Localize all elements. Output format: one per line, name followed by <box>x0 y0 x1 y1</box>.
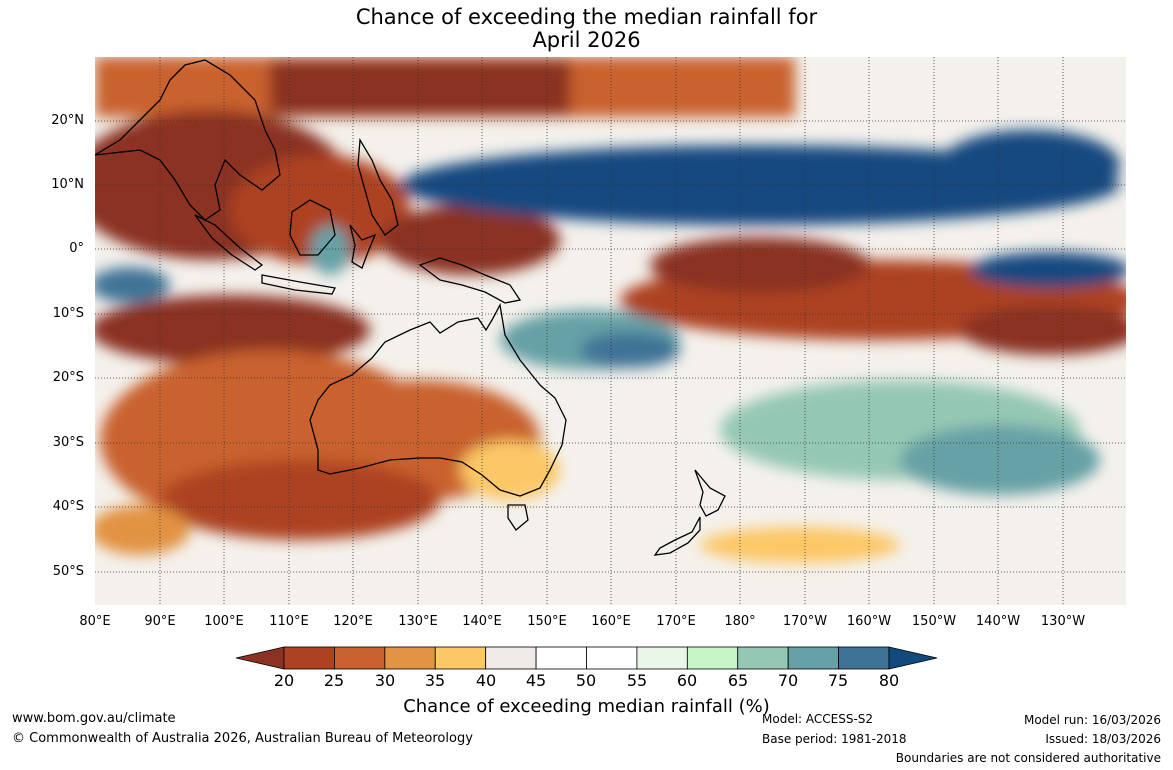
philippines-coastline <box>357 137 399 236</box>
colorbar-tick: 75 <box>827 671 849 690</box>
lat-label-50s: 50°S <box>52 564 84 579</box>
footer-base-period: Base period: 1981-2018 <box>762 732 907 746</box>
colorbar-title: Chance of exceeding median rainfall (%) <box>403 696 770 717</box>
borneo-coastline <box>289 199 336 256</box>
colorbar-swatch <box>434 646 487 670</box>
colorbar-tick: 65 <box>727 671 749 690</box>
java-coastline <box>261 274 336 295</box>
footer-model-run: Model run: 16/03/2026 <box>1023 713 1161 727</box>
lon-label-140e: 140°E <box>462 614 502 629</box>
colorbar-swatch <box>586 646 638 670</box>
colorbar-swatch <box>384 646 436 670</box>
lon-label-110e: 110°E <box>269 614 309 629</box>
colorbar <box>235 646 938 670</box>
lat-label-10n: 10°N <box>51 177 84 192</box>
colorbar-swatch <box>535 646 587 670</box>
australia-coastline <box>309 303 567 497</box>
footer-issued: Issued: 18/03/2026 <box>1045 732 1161 746</box>
colorbar-tick: 70 <box>777 671 799 690</box>
colorbar-swatch <box>737 646 789 670</box>
lon-label-90e: 90°E <box>144 614 176 629</box>
colorbar-swatch <box>283 646 335 670</box>
lon-label-80e: 80°E <box>79 614 111 629</box>
tasmania-coastline <box>507 504 529 531</box>
lon-label-100e: 100°E <box>204 614 244 629</box>
footer-url[interactable]: www.bom.gov.au/climate <box>12 711 176 726</box>
graticule <box>95 57 1126 605</box>
lon-label-120e: 120°E <box>333 614 373 629</box>
lon-label-170e: 170°E <box>656 614 696 629</box>
lat-label-20n: 20°N <box>51 113 84 128</box>
colorbar-tick: 30 <box>374 671 396 690</box>
colorbar-tick: 80 <box>878 671 900 690</box>
lon-label-180: 180° <box>724 614 756 629</box>
colorbar-over-arrow <box>888 646 938 670</box>
colorbar-swatch <box>334 646 386 670</box>
new-zealand-south-coastline <box>653 516 701 556</box>
lat-label-10s: 10°S <box>52 306 84 321</box>
asia-coastline <box>95 59 281 221</box>
lon-label-140w: 140°W <box>975 614 1021 629</box>
colorbar-swatch <box>787 646 839 670</box>
colorbar-swatch <box>636 646 688 670</box>
colorbar-tick: 20 <box>273 671 295 690</box>
colorbar-tick: 40 <box>475 671 497 690</box>
chart-title-line2: April 2026 <box>532 28 641 52</box>
colorbar-under-arrow <box>235 646 285 670</box>
lon-label-150w: 150°W <box>911 614 957 629</box>
lon-label-150e: 150°E <box>527 614 567 629</box>
colorbar-tick: 35 <box>424 671 446 690</box>
sumatra-coastline <box>194 214 264 271</box>
colorbar-tick: 25 <box>323 671 345 690</box>
lat-label-40s: 40°S <box>52 499 84 514</box>
lat-label-0: 0° <box>69 241 84 256</box>
lon-label-160w: 160°W <box>846 614 892 629</box>
colorbar-tick: 50 <box>575 671 597 690</box>
colorbar-swatch <box>485 646 537 670</box>
lat-label-20s: 20°S <box>52 370 84 385</box>
chart-title-line1: Chance of exceeding the median rainfall … <box>355 5 818 29</box>
colorbar-swatch <box>686 646 739 670</box>
lon-label-170w: 170°W <box>782 614 828 629</box>
footer-copyright: © Commonwealth of Australia 2026, Austra… <box>12 731 473 746</box>
colorbar-tick: 55 <box>626 671 648 690</box>
lon-label-160e: 160°E <box>591 614 631 629</box>
new-guinea-coastline <box>418 257 522 304</box>
lon-label-130w: 130°W <box>1040 614 1086 629</box>
colorbar-swatch <box>838 646 890 670</box>
footer-disclaimer: Boundaries are not considered authoritat… <box>895 751 1161 765</box>
lat-label-30s: 30°S <box>52 435 84 450</box>
colorbar-tick: 45 <box>525 671 547 690</box>
lon-label-130e: 130°E <box>398 614 438 629</box>
rainfall-field <box>95 57 1126 605</box>
new-zealand-north-coastline <box>694 469 726 517</box>
sulawesi-coastline <box>349 224 377 269</box>
footer-model: Model: ACCESS-S2 <box>762 712 874 726</box>
colorbar-tick: 60 <box>676 671 698 690</box>
